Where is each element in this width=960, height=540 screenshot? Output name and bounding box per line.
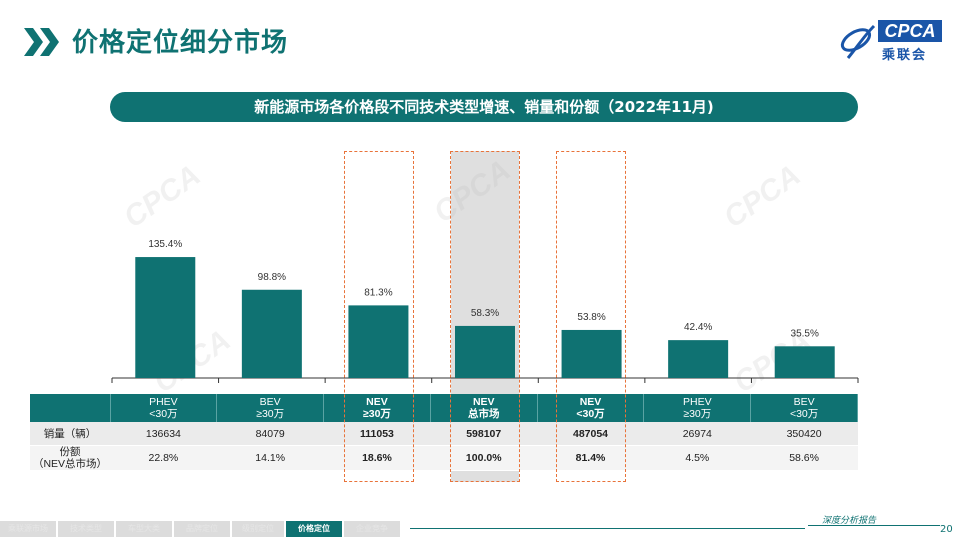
row-label-line: （NEV总市场）: [32, 458, 108, 470]
highlight-box-nev-above-30: [344, 151, 414, 482]
header-line: ≥30万: [362, 408, 391, 420]
header-line: <30万: [149, 408, 178, 420]
table-column-header: PHEV <30万: [110, 394, 218, 422]
logo: CPCA 乘联会: [834, 18, 944, 66]
table-row: 份额 （NEV总市场） 22.8% 14.1% 18.6% 100.0% 81.4% 4.5%…: [30, 445, 858, 471]
page-number: 20: [940, 524, 953, 535]
table-corner-cell: [30, 394, 111, 422]
highlight-box-nev-total: [450, 151, 520, 482]
footer-tab[interactable]: 级别定位: [232, 521, 284, 537]
header-line: ≥30万: [256, 408, 285, 420]
header-line: PHEV: [683, 396, 712, 408]
table-cell: 4.5%: [643, 445, 751, 471]
header-line: 总市场: [467, 408, 500, 420]
table-cell: 487054: [537, 422, 644, 446]
footer-divider: [410, 528, 805, 529]
bar-chart: 135.4% 98.8% 81.3% 58.3% 53.8% 42.4% 35.5%: [111, 239, 859, 383]
table-column-header: NEV ≥30万: [323, 394, 431, 422]
table-column-header: BEV ≥30万: [216, 394, 325, 422]
table-header-row: PHEV <30万 BEV ≥30万 NEV ≥30万 NEV 总市场 NEV <30万 PHEV ≥…: [30, 394, 858, 422]
data-label: 35.5%: [791, 328, 819, 339]
bar: [135, 257, 196, 378]
highlight-box-nev-below-30: [556, 151, 626, 482]
bar: [561, 329, 622, 378]
footer-tab[interactable]: 车型大类: [116, 521, 172, 537]
bar: [774, 346, 835, 378]
table-row: 销量（辆） 136634 84079 111053 598107 487054 26974 3…: [30, 422, 858, 446]
table-cell: 111053: [323, 422, 431, 446]
footer-note: 深度分析报告: [822, 516, 877, 526]
header-line: <30万: [789, 408, 819, 420]
header-line: NEV: [579, 396, 602, 408]
bar: [348, 305, 409, 378]
footer-tab[interactable]: 价格定位: [286, 521, 342, 537]
chart-banner-title: 新能源市场各价格段不同技术类型增速、销量和份额（2022年11月): [110, 92, 858, 122]
footer-divider-right: [808, 525, 940, 526]
row-label: 份额 （NEV总市场）: [30, 445, 110, 471]
header-line: BEV: [793, 396, 815, 408]
bar: [241, 289, 302, 378]
table-cell: 18.6%: [323, 445, 431, 471]
header-line: <30万: [576, 408, 605, 420]
cpca-emblem-icon: [840, 24, 876, 59]
data-label: 58.3%: [471, 308, 499, 319]
row-label-line: 销量（辆）: [43, 427, 97, 440]
row-label-line: 份额: [59, 446, 81, 458]
data-label: 53.8%: [577, 312, 605, 323]
table-column-header: BEV <30万: [750, 394, 858, 422]
logo-subtitle: 乘联会: [882, 48, 928, 63]
bar: [668, 340, 729, 378]
footer-tab[interactable]: 技术类型: [58, 521, 114, 537]
footer-tab[interactable]: 乘联源市场: [0, 521, 56, 537]
table-cell: 14.1%: [216, 445, 324, 471]
header-line: ≥30万: [683, 408, 712, 420]
table-cell: 598107: [430, 422, 538, 446]
data-table: PHEV <30万 BEV ≥30万 NEV ≥30万 NEV 总市场 NEV <30万 PHEV ≥…: [30, 394, 858, 471]
table-cell: 136634: [110, 422, 217, 446]
header-line: PHEV: [149, 396, 178, 408]
data-label: 42.4%: [684, 322, 712, 333]
table-column-header: NEV <30万: [537, 394, 645, 422]
table-cell: 22.8%: [110, 445, 217, 471]
bar: [455, 325, 515, 378]
table-column-header: PHEV ≥30万: [643, 394, 752, 422]
table-cell: 58.6%: [750, 445, 858, 471]
footer-nav: 乘联源市场 技术类型 车型大类 品牌定位 级别定位 价格定位 企业竞争: [0, 521, 400, 537]
header-line: NEV: [366, 396, 388, 408]
chevron-right-icon: [24, 28, 59, 56]
table-cell: 81.4%: [537, 445, 644, 471]
data-label: 135.4%: [148, 239, 182, 250]
header-line: BEV: [259, 396, 281, 408]
footer-tab[interactable]: 品牌定位: [174, 521, 230, 537]
table-cell: 84079: [216, 422, 324, 446]
header-line: NEV: [472, 396, 495, 408]
data-label: 98.8%: [258, 272, 286, 283]
page-title: 价格定位细分市场: [72, 28, 289, 58]
table-cell: 350420: [750, 422, 858, 446]
table-cell: 26974: [643, 422, 751, 446]
footer-tab[interactable]: 企业竞争: [344, 521, 400, 537]
data-label: 81.3%: [364, 287, 392, 298]
logo-text: CPCA: [878, 20, 942, 42]
row-label: 销量（辆）: [30, 422, 110, 446]
